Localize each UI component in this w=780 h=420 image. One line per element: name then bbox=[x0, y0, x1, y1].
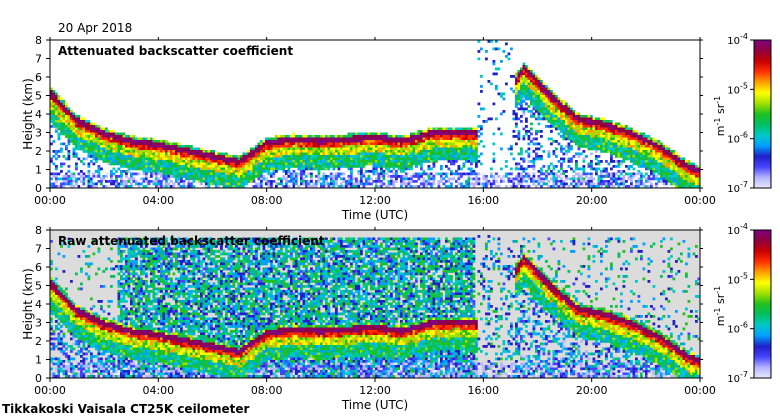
y-tick-label: 6 bbox=[35, 261, 42, 274]
colorbar-gradient bbox=[753, 39, 772, 189]
colorbar-tick-label: 10-6 bbox=[727, 321, 748, 336]
heatmap-panel-1: 0 1 2 3 4 5 6 7 8 00:00 04:00 08:00 12:00 16:00 20:00 0… bbox=[21, 32, 772, 222]
x-tick-label: 16:00 bbox=[467, 384, 499, 397]
colorbar-unit-label: m-1 sr-1 bbox=[713, 286, 727, 326]
y-tick-label: 1 bbox=[35, 164, 42, 177]
x-tick-label: 16:00 bbox=[467, 194, 499, 207]
panel-title: Attenuated backscatter coefficient bbox=[58, 44, 293, 58]
heatmap-panel-2: 0 1 2 3 4 5 6 7 8 00:00 04:00 08:00 12:00 16:00 20:00 0… bbox=[21, 222, 772, 412]
y-tick-label: 2 bbox=[35, 335, 42, 348]
colorbar-tick-label: 10-7 bbox=[727, 180, 748, 195]
y-tick-label: 0 bbox=[35, 372, 42, 385]
date-label: 20 Apr 2018 bbox=[58, 21, 133, 35]
y-tick-label: 5 bbox=[35, 280, 42, 293]
y-tick-label: 6 bbox=[35, 71, 42, 84]
colorbar-tick-label: 10-5 bbox=[727, 81, 748, 96]
instrument-label: Tikkakoski Vaisala CT25K ceilometer bbox=[2, 402, 250, 416]
colorbar-gradient bbox=[753, 229, 772, 379]
colorbar-tick-label: 10-4 bbox=[727, 222, 748, 237]
y-tick-label: 5 bbox=[35, 90, 42, 103]
y-tick-label: 3 bbox=[35, 127, 42, 140]
x-tick-label: 00:00 bbox=[34, 194, 66, 207]
y-axis-label: Height (km) bbox=[21, 78, 35, 149]
y-tick-label: 8 bbox=[35, 34, 42, 47]
y-tick-label: 7 bbox=[35, 53, 42, 66]
colorbar-tick-label: 10-5 bbox=[727, 271, 748, 286]
x-tick-label: 12:00 bbox=[359, 384, 391, 397]
x-tick-label: 20:00 bbox=[576, 384, 608, 397]
x-tick-label: 12:00 bbox=[359, 194, 391, 207]
colorbar: 10-4 10-5 10-6 10-7 m-1 sr-1 bbox=[713, 32, 772, 195]
colorbar-unit-label: m-1 sr-1 bbox=[713, 96, 727, 136]
x-tick-label: 20:00 bbox=[576, 194, 608, 207]
x-tick-label: 00:00 bbox=[34, 384, 66, 397]
y-tick-label: 3 bbox=[35, 317, 42, 330]
x-tick-label: 04:00 bbox=[142, 384, 174, 397]
colorbar-tick-label: 10-4 bbox=[727, 32, 748, 47]
x-tick-label: 04:00 bbox=[142, 194, 174, 207]
x-tick-label: 08:00 bbox=[251, 384, 283, 397]
x-axis-label: Time (UTC) bbox=[341, 398, 408, 412]
colorbar: 10-4 10-5 10-6 10-7 m-1 sr-1 bbox=[713, 222, 772, 385]
y-tick-label: 0 bbox=[35, 182, 42, 195]
heatmap-cells bbox=[50, 235, 700, 378]
x-tick-label: 00:00 bbox=[684, 384, 716, 397]
x-tick-label: 00:00 bbox=[684, 194, 716, 207]
x-tick-label: 08:00 bbox=[251, 194, 283, 207]
colorbar-tick-label: 10-6 bbox=[727, 131, 748, 146]
panel-title: Raw attenuated backscatter coefficient bbox=[58, 234, 325, 248]
y-axis-label: Height (km) bbox=[21, 268, 35, 339]
y-tick-label: 2 bbox=[35, 145, 42, 158]
x-axis-label: Time (UTC) bbox=[341, 208, 408, 222]
y-tick-label: 7 bbox=[35, 243, 42, 256]
colorbar-tick-label: 10-7 bbox=[727, 370, 748, 385]
y-tick-label: 4 bbox=[35, 298, 42, 311]
y-tick-label: 1 bbox=[35, 354, 42, 367]
y-tick-label: 4 bbox=[35, 108, 42, 121]
y-tick-label: 8 bbox=[35, 224, 42, 237]
